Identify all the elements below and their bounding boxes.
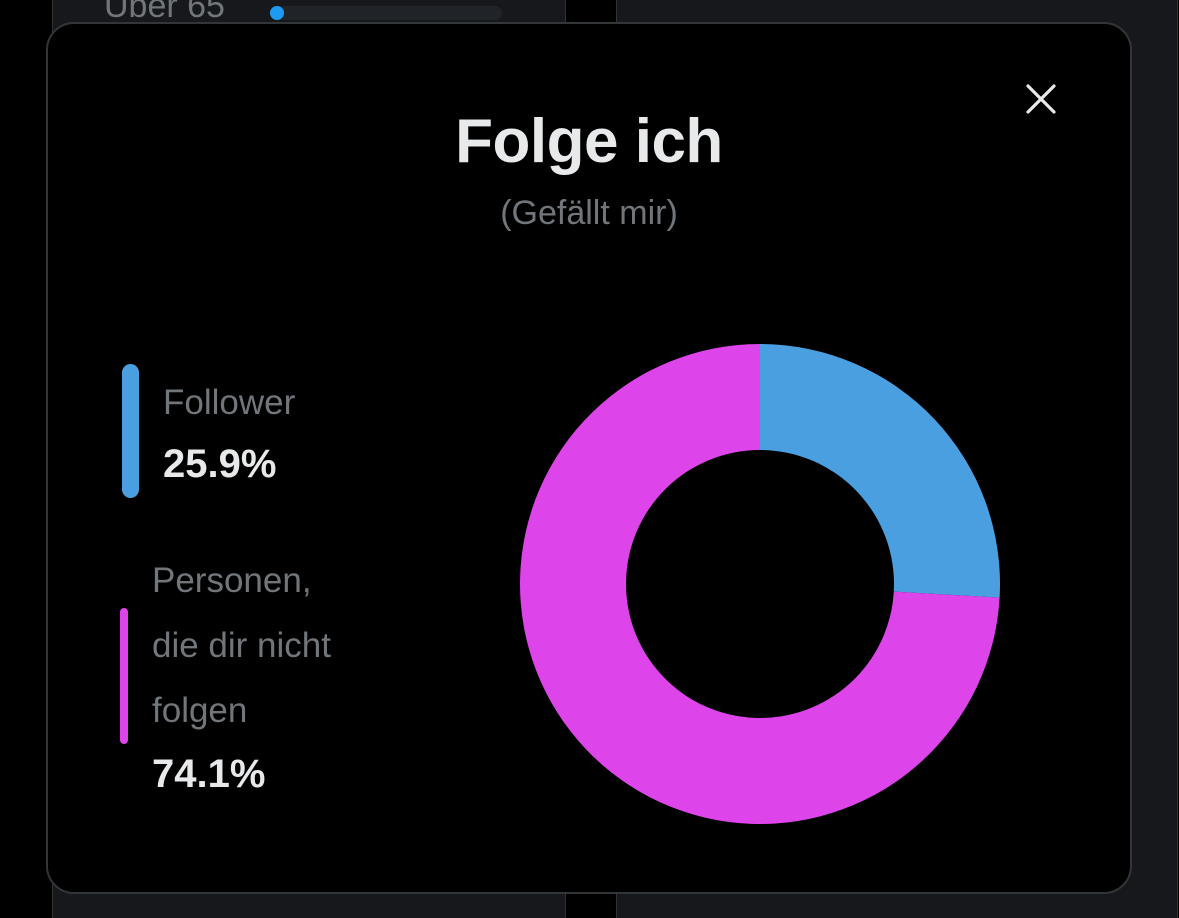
legend-label-line: folgen <box>152 691 248 730</box>
legend-label-line: Personen, <box>152 561 312 600</box>
donut-slice-follower <box>760 344 1000 598</box>
modal-title: Folge ich <box>455 107 723 176</box>
legend-value: 74.1% <box>152 752 266 796</box>
background-bar-track <box>270 6 502 20</box>
chart-modal: Folge ich (Gefällt mir) Follower 25.9% P… <box>46 22 1132 894</box>
close-icon <box>1026 84 1056 114</box>
background-bar-fill <box>270 6 284 20</box>
legend-value: 25.9% <box>163 442 277 486</box>
background-row-label: Über 65 <box>104 0 225 25</box>
legend-color-bar <box>122 364 139 498</box>
donut-chart <box>520 344 1000 824</box>
legend-color-bar <box>120 608 128 744</box>
modal-subtitle: (Gefällt mir) <box>500 194 678 232</box>
close-button[interactable] <box>1022 80 1060 118</box>
legend-label: Follower <box>163 383 296 422</box>
donut-slice-non-followers <box>520 344 1000 824</box>
legend-label-line: die dir nicht <box>152 626 331 665</box>
